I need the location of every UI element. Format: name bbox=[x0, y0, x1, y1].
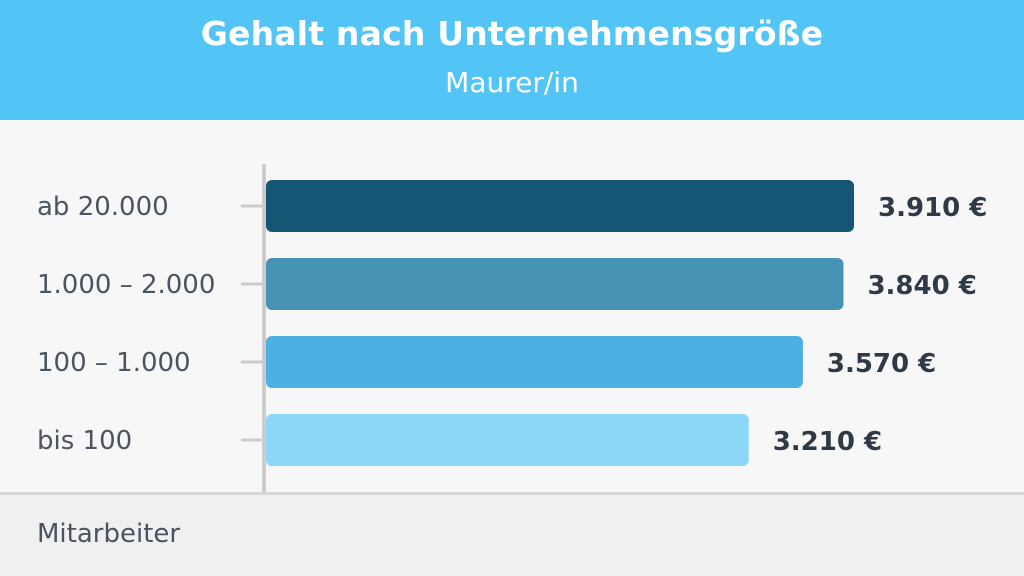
value-label: 3.840 € bbox=[867, 271, 976, 301]
value-label: 3.910 € bbox=[878, 193, 987, 223]
category-label: 1.000 – 2.000 bbox=[37, 270, 215, 300]
bar bbox=[266, 258, 844, 310]
bar-chart: ab 20.000 3.910 € 1.000 – 2.000 3.840 € 100 … bbox=[37, 164, 987, 492]
chart-header: Gehalt nach Unternehmensgröße Maurer/in bbox=[0, 0, 1024, 120]
category-label: bis 100 bbox=[37, 426, 132, 456]
bar bbox=[266, 180, 854, 232]
plot-area: ab 20.000 3.910 € 1.000 – 2.000 3.840 € 100 … bbox=[0, 120, 1024, 492]
chart-subtitle: Maurer/in bbox=[445, 66, 579, 99]
value-label: 3.570 € bbox=[827, 349, 936, 379]
category-label: ab 20.000 bbox=[37, 192, 169, 222]
category-label: 100 – 1.000 bbox=[37, 348, 191, 378]
chart-title: Gehalt nach Unternehmensgröße bbox=[200, 14, 824, 53]
category-axis-title: Mitarbeiter bbox=[37, 519, 181, 549]
bar bbox=[266, 336, 803, 388]
chart-footer: Mitarbeiter bbox=[0, 492, 1024, 576]
value-label: 3.210 € bbox=[773, 427, 882, 457]
bar bbox=[266, 414, 749, 466]
